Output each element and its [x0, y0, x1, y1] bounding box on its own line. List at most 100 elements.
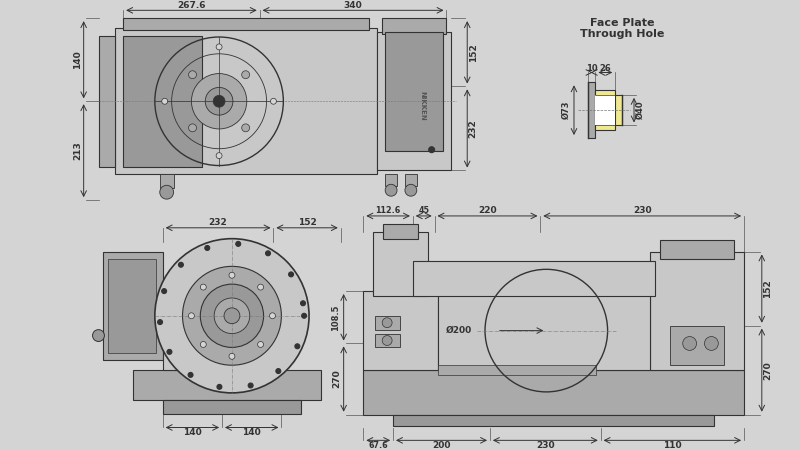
- Circle shape: [93, 329, 105, 342]
- Circle shape: [216, 153, 222, 158]
- Circle shape: [229, 353, 235, 359]
- Circle shape: [295, 344, 300, 349]
- Circle shape: [191, 74, 246, 129]
- Bar: [385, 32, 443, 151]
- Circle shape: [205, 246, 210, 251]
- Text: 340: 340: [344, 1, 362, 10]
- Text: 108.5: 108.5: [331, 304, 340, 330]
- Circle shape: [682, 337, 697, 351]
- Circle shape: [189, 124, 197, 132]
- Bar: [133, 370, 321, 400]
- Text: Ø73: Ø73: [562, 101, 570, 119]
- Circle shape: [162, 288, 166, 293]
- Text: 270: 270: [763, 361, 772, 379]
- Circle shape: [266, 251, 270, 256]
- Text: Ø53: Ø53: [602, 101, 611, 119]
- Bar: [123, 18, 370, 30]
- Circle shape: [405, 184, 417, 196]
- Bar: [374, 232, 428, 296]
- Text: 152: 152: [763, 279, 772, 298]
- Bar: [595, 95, 615, 126]
- Bar: [378, 32, 451, 171]
- Circle shape: [242, 71, 250, 79]
- Circle shape: [248, 383, 253, 388]
- Circle shape: [167, 349, 172, 354]
- Text: 112.6: 112.6: [375, 207, 401, 216]
- Circle shape: [289, 272, 294, 277]
- Circle shape: [182, 266, 282, 365]
- Circle shape: [162, 98, 168, 104]
- Bar: [108, 260, 156, 353]
- Text: 270: 270: [332, 369, 342, 388]
- Bar: [115, 28, 378, 175]
- Text: 152: 152: [469, 43, 478, 62]
- Bar: [382, 18, 446, 34]
- Circle shape: [158, 320, 162, 324]
- Text: 67.6: 67.6: [369, 441, 388, 450]
- Bar: [615, 95, 622, 126]
- Circle shape: [270, 98, 277, 104]
- Circle shape: [224, 308, 240, 324]
- Circle shape: [258, 284, 263, 290]
- Bar: [438, 291, 650, 370]
- Circle shape: [178, 262, 183, 267]
- Bar: [383, 224, 418, 239]
- Circle shape: [200, 284, 206, 290]
- Bar: [670, 326, 724, 365]
- Circle shape: [302, 313, 306, 318]
- Circle shape: [213, 95, 225, 107]
- Bar: [162, 400, 301, 414]
- Circle shape: [382, 318, 392, 328]
- Bar: [123, 36, 202, 166]
- Circle shape: [270, 313, 275, 319]
- Text: 26: 26: [599, 64, 611, 73]
- Text: 220: 220: [478, 207, 497, 216]
- Text: 140: 140: [74, 50, 82, 69]
- Text: Through Hole: Through Hole: [580, 29, 665, 39]
- Text: Ø200: Ø200: [446, 326, 472, 335]
- Text: 200: 200: [432, 441, 450, 450]
- Circle shape: [276, 369, 281, 373]
- Text: 152: 152: [298, 218, 317, 227]
- Text: 10: 10: [586, 64, 598, 73]
- Text: 232: 232: [209, 218, 227, 227]
- Bar: [375, 333, 400, 347]
- Circle shape: [258, 342, 263, 347]
- Circle shape: [217, 384, 222, 389]
- Circle shape: [242, 124, 250, 132]
- Circle shape: [189, 313, 194, 319]
- Bar: [99, 36, 115, 166]
- Bar: [405, 175, 417, 186]
- Text: 45: 45: [418, 207, 430, 216]
- Circle shape: [236, 241, 241, 246]
- Bar: [363, 291, 438, 370]
- Bar: [375, 316, 400, 329]
- Circle shape: [229, 272, 235, 278]
- Circle shape: [301, 301, 306, 306]
- Circle shape: [155, 238, 309, 393]
- Bar: [595, 90, 615, 130]
- Text: 267.6: 267.6: [177, 1, 206, 10]
- Text: 230: 230: [633, 207, 651, 216]
- Bar: [162, 351, 193, 370]
- Circle shape: [188, 373, 193, 378]
- Circle shape: [200, 342, 206, 347]
- Bar: [650, 252, 744, 370]
- Circle shape: [385, 184, 397, 196]
- Circle shape: [382, 336, 392, 346]
- Bar: [393, 414, 714, 427]
- Bar: [438, 365, 596, 375]
- Circle shape: [206, 87, 233, 115]
- Bar: [660, 240, 734, 260]
- Bar: [363, 370, 744, 414]
- Bar: [103, 252, 162, 360]
- Circle shape: [160, 185, 174, 199]
- Text: Ø40: Ø40: [635, 101, 645, 119]
- Text: Face Plate: Face Plate: [590, 18, 654, 28]
- Circle shape: [200, 284, 263, 347]
- Circle shape: [189, 71, 197, 79]
- Circle shape: [705, 337, 718, 351]
- Text: 232: 232: [469, 119, 478, 138]
- Circle shape: [429, 147, 434, 153]
- Text: 140: 140: [242, 428, 261, 437]
